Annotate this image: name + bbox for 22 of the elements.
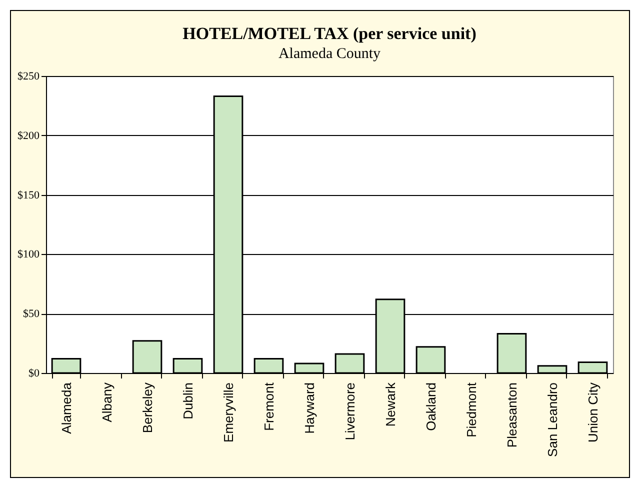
x-tick-label: Alameda — [58, 382, 74, 434]
x-tick-label: Fremont — [261, 382, 276, 431]
x-tick-label: Emeryville — [220, 382, 236, 442]
x-tick-label: Berkeley — [140, 382, 155, 434]
x-tick-label: Piedmont — [464, 382, 479, 438]
x-tick-label: San Leandro — [544, 382, 560, 457]
x-tick-label: Albany — [99, 382, 114, 422]
x-tick-label: Hayward — [302, 382, 317, 434]
y-tick-label: $0 — [28, 368, 40, 380]
x-tick-label: Oakland — [423, 382, 438, 431]
y-tick-label: $200 — [18, 130, 40, 142]
x-tick-label: Union City — [585, 382, 600, 442]
x-tick-label: Newark — [382, 382, 398, 427]
y-tick-label: $100 — [18, 248, 40, 261]
chart-title: HOTEL/MOTEL TAX (per service unit) — [182, 24, 476, 43]
x-tick-label: Livermore — [342, 382, 358, 440]
y-tick-label: $50 — [23, 308, 40, 320]
chart-subtitle: Alameda County — [278, 46, 382, 62]
x-tick-label: Dublin — [180, 382, 196, 420]
x-tick-label: Pleasanton — [504, 382, 520, 448]
y-tick-label: $150 — [18, 189, 40, 202]
y-tick-label: $250 — [18, 70, 40, 82]
